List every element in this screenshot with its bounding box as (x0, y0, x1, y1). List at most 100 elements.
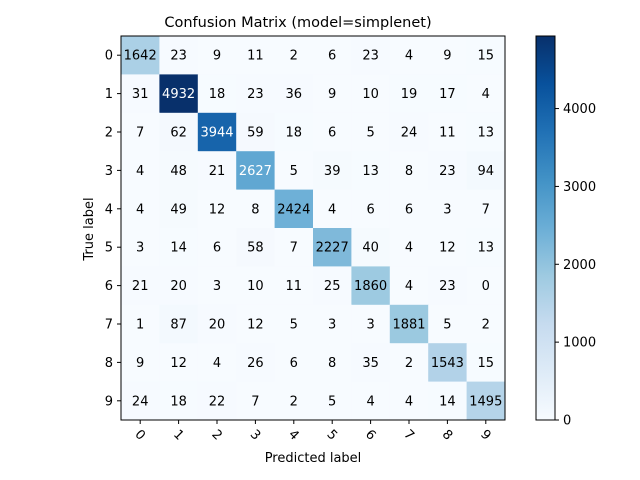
heatmap-cell (236, 304, 276, 344)
cell-value-label: 8 (328, 356, 336, 371)
cell-value-label: 3 (366, 318, 374, 333)
chart-title: Confusion Matrix (model=simplenet) (164, 15, 431, 31)
heatmap-cell (351, 36, 391, 75)
x-tick-label: 4 (285, 427, 301, 443)
cell-value-label: 11 (439, 126, 456, 141)
heatmap-cell (197, 151, 237, 191)
x-tick-label: 5 (324, 427, 340, 443)
heatmap-cell (159, 151, 199, 191)
heatmap-cell (236, 151, 276, 191)
heatmap-cell (274, 266, 314, 306)
heatmap-cell (274, 304, 314, 344)
cell-value-label: 20 (170, 279, 187, 294)
heatmap-cell (313, 304, 352, 344)
y-tick-label: 6 (105, 279, 113, 294)
cell-value-label: 4 (405, 394, 413, 409)
y-tick-label: 7 (105, 318, 113, 333)
heatmap-cell (197, 112, 237, 152)
heatmap-cell (428, 228, 468, 267)
heatmap-cell (197, 343, 237, 383)
heatmap-cell (351, 381, 391, 421)
cell-value-label: 4 (405, 279, 413, 294)
cell-value-label: 6 (328, 126, 336, 141)
cell-value-label: 18 (286, 126, 303, 141)
cell-value-label: 49 (170, 202, 187, 217)
cell-value-label: 2627 (239, 164, 272, 179)
cell-value-label: 23 (170, 49, 187, 64)
heatmap-cell (351, 228, 391, 267)
heatmap-cell (121, 304, 160, 344)
cell-value-label: 4 (366, 394, 374, 409)
heatmap-cell (159, 266, 199, 306)
cell-value-label: 40 (362, 241, 379, 256)
heatmap-cell (428, 36, 468, 75)
heatmap-cell (428, 343, 468, 383)
heatmap-cell (197, 74, 237, 114)
heatmap-cell (313, 381, 352, 421)
heatmap-cell (236, 74, 276, 114)
cell-value-label: 23 (362, 49, 379, 64)
plot-frame (120, 35, 506, 421)
cell-value-label: 11 (286, 279, 303, 294)
cell-value-label: 31 (132, 87, 149, 102)
y-tick-label: 2 (105, 126, 113, 141)
y-tick-label: 4 (105, 202, 113, 217)
heatmap-cell (313, 189, 352, 229)
x-tick-label: 6 (362, 427, 378, 443)
heatmap-cell (313, 74, 352, 114)
heatmap-cell (274, 112, 314, 152)
heatmap-cell (159, 112, 199, 152)
heatmap-cell (121, 228, 160, 267)
heatmap-cell (197, 36, 237, 75)
heatmap-cell (274, 74, 314, 114)
heatmap-cell (466, 381, 506, 421)
heatmap-cells (121, 36, 506, 421)
cell-value-label: 2227 (316, 241, 349, 256)
cell-value-label: 7 (290, 241, 298, 256)
cell-value-label: 24 (132, 394, 149, 409)
heatmap-cell (389, 304, 429, 344)
heatmap-cell (351, 304, 391, 344)
colorbar-ticks: 0 1000 2000 3000 4000 (555, 102, 596, 429)
heatmap-cell (313, 151, 352, 191)
x-axis-label: Predicted label (265, 451, 362, 466)
cell-value-label: 6 (290, 356, 298, 371)
cell-value-label: 12 (170, 356, 187, 371)
heatmap-cell (159, 74, 199, 114)
heatmap-cell (197, 228, 237, 267)
heatmap-cell (159, 228, 199, 267)
cell-value-label: 7 (482, 202, 490, 217)
heatmap-cell (466, 112, 506, 152)
heatmap-cell (428, 74, 468, 114)
cell-value-label: 9 (328, 87, 336, 102)
heatmap-cell (274, 381, 314, 421)
heatmap-cell (313, 266, 352, 306)
y-tick-label: 8 (105, 356, 113, 371)
colorbar-tick-label: 1000 (563, 336, 596, 351)
cell-value-label: 35 (362, 356, 379, 371)
heatmap-cell (313, 228, 352, 267)
heatmap-cell (274, 228, 314, 267)
cell-value-label: 87 (170, 318, 187, 333)
cell-value-label: 19 (401, 87, 418, 102)
cell-value-label: 21 (132, 279, 149, 294)
x-axis-ticks: 0 1 2 3 4 5 6 7 8 9 (132, 420, 494, 444)
heatmap-cell (236, 112, 276, 152)
heatmap-cell (313, 36, 352, 75)
heatmap-cell (274, 189, 314, 229)
cell-value-label: 3 (136, 241, 144, 256)
heatmap-cell (428, 189, 468, 229)
cell-value-label: 10 (247, 279, 264, 294)
cell-value-label: 13 (478, 241, 495, 256)
heatmap-cell (313, 343, 352, 383)
y-tick-label: 1 (105, 87, 113, 102)
heatmap-cell (466, 304, 506, 344)
heatmap-cell (121, 343, 160, 383)
cell-value-label: 18 (170, 394, 187, 409)
cell-value-label: 20 (209, 318, 226, 333)
cell-value-label: 8 (405, 164, 413, 179)
cell-value-label: 24 (401, 126, 418, 141)
